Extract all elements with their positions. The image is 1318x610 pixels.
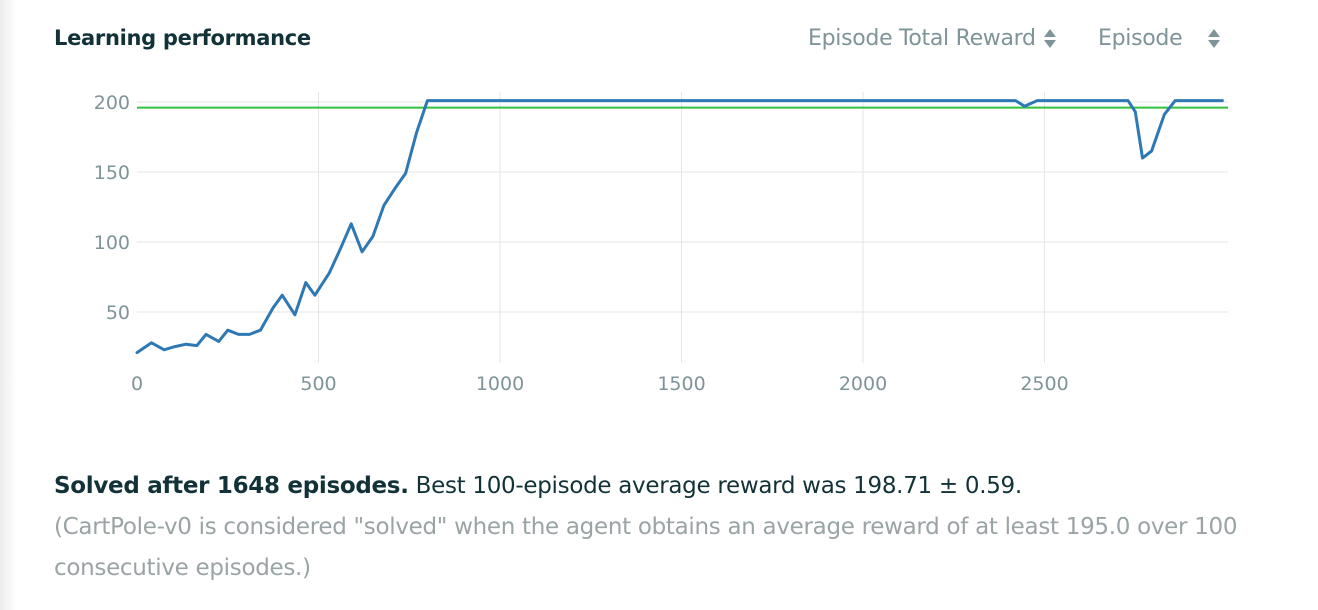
y-tick-label: 150: [94, 162, 130, 184]
sort-updown-icon: [1208, 27, 1221, 51]
reward-series-line: [135, 99, 1224, 355]
chart-plot: 0 500 1000 1500 2000 2500 50 100 150 200: [94, 92, 1228, 395]
chart-title: Learning performance: [54, 26, 311, 50]
best-average-statement: Best 100-episode average reward was 198.…: [408, 473, 1023, 499]
x-tick-label: 500: [300, 373, 336, 395]
x-axis-selector[interactable]: Episode: [1098, 26, 1221, 51]
x-axis-selector-label: Episode: [1098, 26, 1183, 51]
sort-updown-icon: [1043, 27, 1056, 51]
x-tick-label: 0: [131, 373, 143, 395]
summary-main: Solved after 1648 episodes. Best 100-epi…: [54, 473, 1022, 499]
solved-statement: Solved after 1648 episodes.: [54, 473, 409, 499]
y-axis-selector[interactable]: Episode Total Reward: [808, 26, 1056, 51]
page-edge-shadow: [0, 0, 16, 610]
result-summary: Solved after 1648 episodes. Best 100-epi…: [54, 466, 1294, 589]
solved-criteria-note: (CartPole-v0 is considered "solved" when…: [54, 514, 1238, 581]
x-tick-label: 1000: [476, 373, 524, 395]
x-tick-label: 1500: [657, 373, 705, 395]
y-axis-selector-label: Episode Total Reward: [808, 26, 1036, 51]
y-tick-label: 100: [94, 232, 130, 254]
x-tick-label: 2000: [839, 373, 887, 395]
y-tick-label: 50: [106, 302, 130, 324]
y-tick-label: 200: [94, 92, 130, 114]
x-tick-label: 2500: [1020, 373, 1068, 395]
